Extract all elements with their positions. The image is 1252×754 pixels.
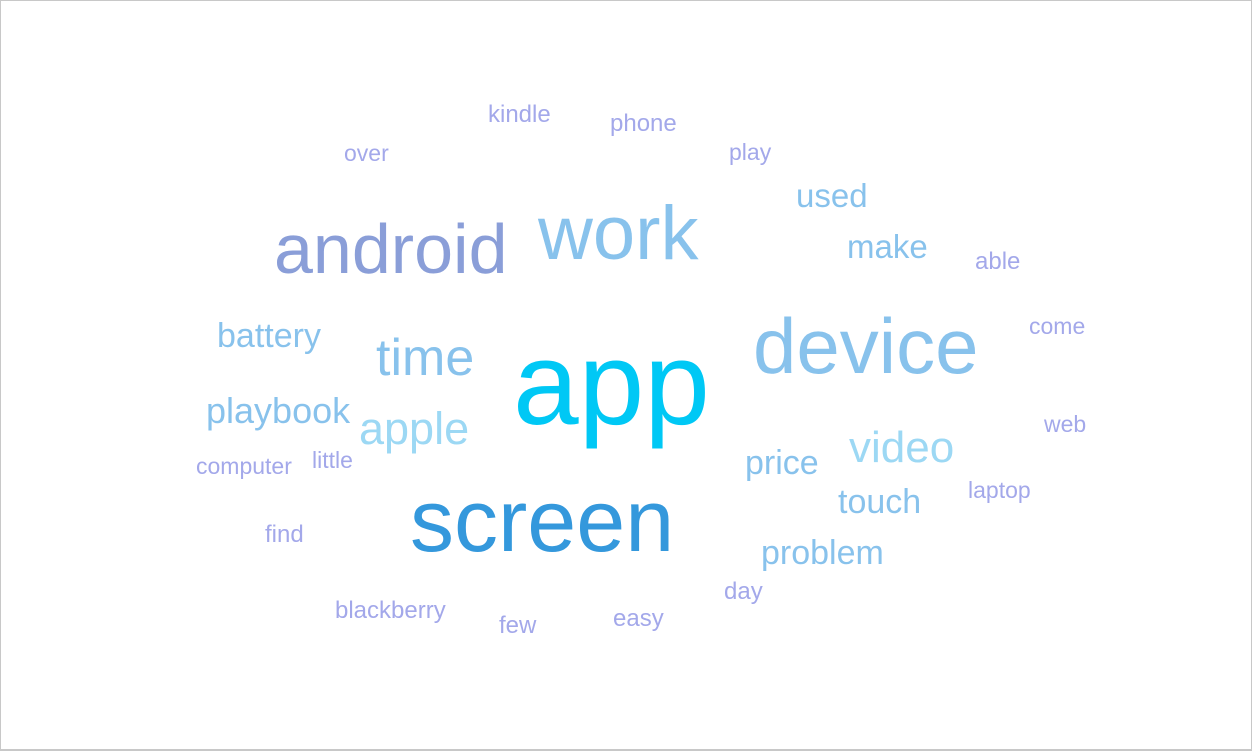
word-battery: battery (217, 317, 321, 355)
word-phone: phone (610, 110, 677, 137)
word-easy: easy (613, 605, 664, 632)
word-price: price (745, 444, 819, 482)
word-video: video (849, 423, 955, 472)
word-time: time (376, 329, 475, 387)
word-app: app (513, 318, 710, 450)
word-web: web (1044, 411, 1087, 437)
word-little: little (312, 447, 353, 473)
word-laptop: laptop (968, 477, 1031, 503)
word-play: play (729, 139, 772, 165)
word-used: used (796, 177, 868, 214)
word-playbook: playbook (206, 390, 351, 431)
word-problem: problem (761, 534, 884, 572)
word-find: find (265, 521, 304, 548)
word-few: few (499, 612, 537, 639)
word-kindle: kindle (488, 101, 551, 128)
word-come: come (1029, 313, 1086, 339)
word-able: able (975, 248, 1021, 275)
word-work: work (538, 191, 699, 276)
word-apple: apple (359, 403, 470, 454)
word-device: device (753, 302, 979, 390)
word-computer: computer (196, 453, 292, 479)
word-day: day (724, 578, 763, 605)
word-blackberry: blackberry (335, 597, 446, 624)
word-make: make (847, 228, 928, 265)
word-touch: touch (838, 483, 922, 521)
word-android: android (274, 210, 508, 288)
word-screen: screen (410, 471, 675, 570)
word-over: over (344, 140, 389, 166)
